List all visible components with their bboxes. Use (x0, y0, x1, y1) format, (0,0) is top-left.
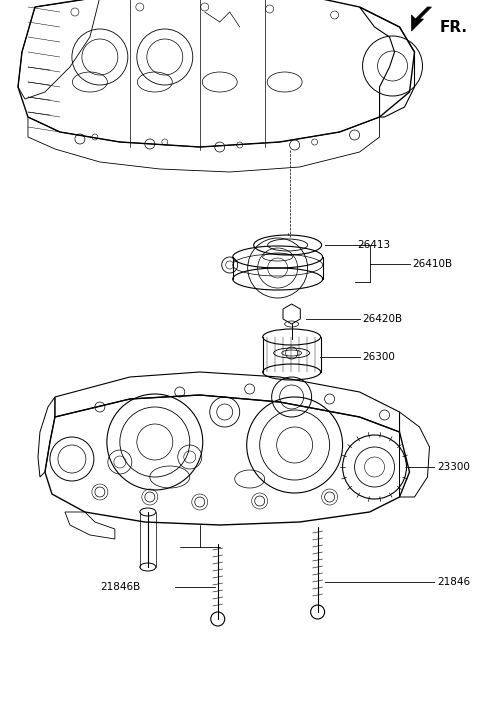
Text: 26420B: 26420B (362, 314, 403, 324)
Circle shape (311, 605, 324, 619)
Text: 26300: 26300 (362, 352, 396, 362)
Text: 21846: 21846 (437, 577, 470, 587)
Text: 23300: 23300 (437, 462, 470, 472)
Text: 21846B: 21846B (100, 582, 140, 592)
Polygon shape (411, 7, 432, 31)
Text: 26413: 26413 (358, 240, 391, 250)
Text: FR.: FR. (440, 20, 468, 35)
Circle shape (211, 612, 225, 626)
Polygon shape (283, 304, 300, 324)
Text: 26410B: 26410B (412, 259, 453, 269)
